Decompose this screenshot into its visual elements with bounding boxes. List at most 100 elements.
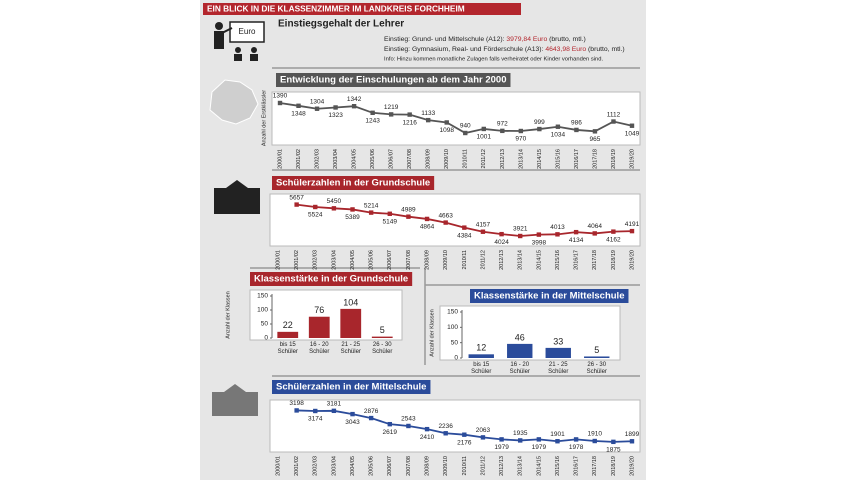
point [481,126,486,132]
point [611,229,616,234]
x-tick-label: 2003/04 [333,149,339,169]
salary-info: Info: Hinzu kommen monatliche Zulagen fa… [384,57,604,63]
point [443,431,448,436]
x-tick-label: 2007/08 [406,250,412,270]
point [555,439,560,444]
point [555,124,561,129]
chart-title-box [272,176,435,190]
point [350,207,355,212]
data-label: 5149 [383,218,398,225]
y-tick-label: 0 [264,335,268,342]
bar [277,331,299,338]
x-tick-label: 2009/10 [443,250,449,270]
point [407,112,412,117]
y-tick-label: 100 [447,324,458,331]
point [592,129,598,134]
point [370,110,375,115]
salary-amount: 3979,84 Euro [506,36,547,43]
x-tick-label: 26 - 30 Schüler [372,342,393,355]
y-tick-label: 50 [261,321,269,328]
point [387,421,392,427]
x-tick-label: 2002/03 [313,250,319,270]
point [294,202,299,207]
y-axis-label: Anzahl der Erstklässler [261,90,267,146]
point [313,204,318,210]
x-tick-label: 2001/02 [294,250,300,270]
salary-title: Einstiegsgehalt der Lehrer [278,19,404,30]
x-tick-label: 2013/14 [518,456,524,476]
data-label: 1390 [273,93,288,100]
bar [545,347,571,358]
school-icon [214,180,260,214]
x-tick-label: 2010/11 [462,456,468,475]
x-tick-label: 26 - 30 Schüler [586,362,607,375]
data-label: 4064 [588,223,603,230]
data-label: 46 [515,332,525,342]
point [296,103,301,108]
point [462,225,467,230]
x-tick-label: bis 15 Schüler [471,362,492,375]
point [406,214,411,219]
data-label: 5389 [345,214,360,221]
point [499,437,504,442]
map-icon [209,79,259,125]
point [573,229,579,235]
x-tick-label: 2009/10 [443,456,449,476]
data-label: 2619 [383,429,398,436]
plot-area [249,289,403,341]
x-tick-label: 2016/17 [574,250,580,270]
data-label: 1001 [477,134,492,141]
data-label: 970 [515,136,526,143]
icon-label: Euro [239,27,256,36]
chart-title: Entwicklung der Einschulungen ab dem Jah… [280,75,506,86]
bar [371,336,393,338]
point [592,438,597,444]
data-label: 5214 [364,202,379,209]
salary-line: Einstieg: Gymnasium, Real- und Fördersch… [384,46,625,53]
data-label: 1979 [532,444,547,451]
point [350,411,355,417]
point [331,408,337,414]
x-tick-label: 2019/20 [629,250,635,270]
point [536,437,542,442]
bar [340,308,362,338]
x-tick-label: 16 - 20 Schüler [309,342,330,355]
x-tick-label: 2009/10 [444,149,450,169]
point [277,100,283,106]
data-label: 12 [476,343,486,353]
point [536,232,542,237]
plot-area [269,193,641,247]
y-tick-label: 100 [257,307,268,314]
data-label: 5 [594,345,599,355]
data-label: 2876 [364,408,379,415]
point [611,119,616,124]
data-label: 4864 [420,224,435,231]
x-tick-label: 2006/07 [389,149,395,169]
data-label: 5524 [308,212,323,219]
bar [468,354,494,358]
point [314,106,320,111]
x-tick-label: 2003/04 [331,456,337,476]
data-label: 2063 [476,427,491,434]
point [629,123,635,128]
salary-note: (brutto, mtl.) [588,46,625,53]
point [537,126,542,132]
data-label: 3174 [308,416,323,423]
x-tick-label: 2014/15 [536,456,542,476]
data-label: 4013 [550,224,565,231]
x-tick-label: 2019/20 [629,456,635,476]
x-tick-label: 16 - 20 Schüler [509,362,530,375]
x-tick-label: 2013/14 [518,149,524,169]
chart-title-box [272,380,431,394]
data-label: 2410 [420,434,435,441]
x-tick-label: 2015/16 [555,250,561,270]
data-label: 4989 [401,206,416,213]
x-tick-label: 2001/02 [296,149,302,169]
data-label: 1899 [625,431,640,438]
point [592,231,597,236]
x-tick-label: 2003/04 [331,250,337,270]
data-label: 4384 [457,232,472,239]
school-icon [212,384,258,416]
x-tick-label: 2017/18 [592,149,598,169]
data-label: 2543 [401,416,416,423]
